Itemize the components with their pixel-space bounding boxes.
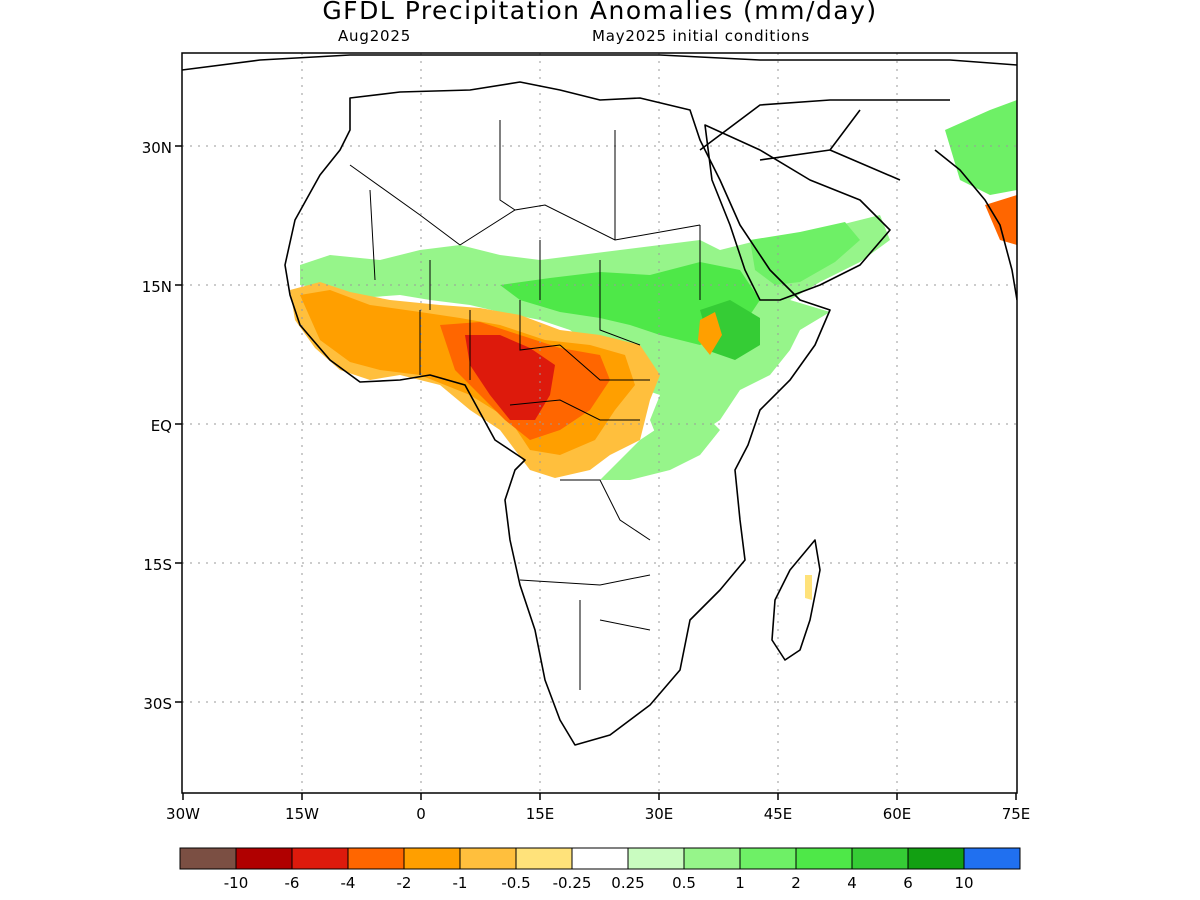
africa-coastline <box>284 81 831 746</box>
legend-swatch-10 <box>739 847 797 870</box>
lat-label-30n: 30N <box>142 139 172 157</box>
legend-swatch-12 <box>851 847 909 870</box>
sahel-wet-band <box>300 215 890 445</box>
central-africa-dry-core <box>465 335 555 420</box>
valid-month-label: Aug2025 <box>338 27 412 45</box>
legend-label-1: -6 <box>285 874 300 892</box>
legend-swatch-14 <box>963 847 1021 870</box>
legend-label-11: 4 <box>847 874 857 892</box>
map-frame <box>181 52 1018 794</box>
india-dry-patch <box>985 195 1017 245</box>
legend-label-9: 1 <box>735 874 745 892</box>
lon-label-75e: 75E <box>1002 805 1031 823</box>
legend-label-7: 0.25 <box>611 874 644 892</box>
madagascar-dry-patch <box>805 575 812 600</box>
legend-label-12: 6 <box>903 874 913 892</box>
axis-ticks <box>175 145 1017 800</box>
coastlines <box>182 54 1017 746</box>
ethiopia-dry-spot <box>698 312 722 355</box>
india-coastline <box>934 149 1017 301</box>
legend-label-3: -2 <box>397 874 412 892</box>
latitude-labels: 30N 15N EQ 15S 30S <box>142 139 172 713</box>
legend-label-13: 10 <box>954 874 973 892</box>
legend-swatch-6 <box>515 847 573 870</box>
legend-label-0: -10 <box>224 874 249 892</box>
initial-conditions-label: May2025 initial conditions <box>592 27 810 45</box>
eastern-borders <box>699 99 950 181</box>
lat-label-eq: EQ <box>151 417 172 435</box>
sahel-wet-core <box>500 262 760 345</box>
legend-label-10: 2 <box>791 874 801 892</box>
europe-coastline <box>182 54 1017 71</box>
legend-label-5: -0.5 <box>501 874 530 892</box>
legend-swatch-8 <box>627 847 685 870</box>
legend-swatch-13 <box>907 847 965 870</box>
legend-swatch-1 <box>235 847 293 870</box>
arabia-wet-patch <box>750 222 860 285</box>
legend-swatch-11 <box>795 847 853 870</box>
legend-swatch-2 <box>291 847 349 870</box>
legend-label-8: 0.5 <box>672 874 696 892</box>
legend-label-2: -4 <box>341 874 356 892</box>
lon-label-60e: 60E <box>883 805 912 823</box>
map-title: GFDL Precipitation Anomalies (mm/day) <box>322 0 878 25</box>
sahara-borders <box>349 120 701 346</box>
legend-swatch-0 <box>179 847 237 870</box>
madagascar-coastline <box>771 539 821 661</box>
lon-label-30w: 30W <box>166 805 200 823</box>
country-borders <box>349 120 701 690</box>
india-wet-patch <box>945 100 1017 195</box>
anomaly-shading <box>290 100 1017 600</box>
legend-swatch-4 <box>403 847 461 870</box>
lon-label-45e: 45E <box>764 805 793 823</box>
longitude-labels: 30W 15W 0 15E 30E 45E 60E 75E <box>166 805 1030 823</box>
arabia-coastline <box>704 124 891 301</box>
lon-label-15w: 15W <box>285 805 319 823</box>
legend-swatch-7 <box>571 847 629 870</box>
central-borders <box>419 300 651 690</box>
lat-label-15n: 15N <box>142 278 172 296</box>
legend-swatch-3 <box>347 847 405 870</box>
lon-label-30e: 30E <box>645 805 674 823</box>
lon-label-15e: 15E <box>526 805 555 823</box>
legend-label-4: -1 <box>453 874 468 892</box>
legend-swatch-5 <box>459 847 517 870</box>
legend-label-6: -0.25 <box>553 874 592 892</box>
lon-label-0: 0 <box>416 805 426 823</box>
color-legend: -10 -6 -4 -2 -1 -0.5 -0.25 0.25 0.5 1 2 … <box>179 847 1021 892</box>
lat-label-15s: 15S <box>143 556 172 574</box>
legend-swatch-9 <box>683 847 741 870</box>
lat-label-30s: 30S <box>143 695 172 713</box>
east-africa-wet-patch <box>600 410 720 480</box>
